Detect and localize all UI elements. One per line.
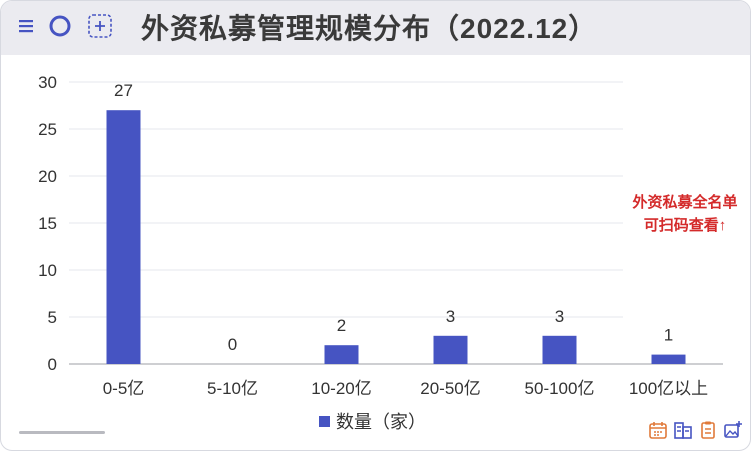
legend-swatch — [319, 415, 330, 427]
y-tick-label: 15 — [38, 214, 57, 233]
data-label: 3 — [555, 307, 564, 326]
y-tick-label: 20 — [38, 167, 57, 186]
legend-label: 数量（家） — [336, 412, 426, 432]
bar-chart: 0 5 10 15 20 25 30 27 0-5亿 0 5-10亿 2 10-20亿 3 20-50亿 3 5… — [38, 73, 723, 398]
legend[interactable]: 数量（家） — [319, 409, 426, 433]
image-add-icon[interactable] — [722, 419, 744, 441]
bar — [106, 110, 141, 364]
y-tick-label: 0 — [48, 355, 57, 374]
bar — [542, 335, 577, 364]
y-tick-label: 30 — [38, 73, 57, 92]
horizontal-scrollbar[interactable] — [19, 431, 105, 434]
scan-note: 外资私募全名单 可扫码查看↑ — [621, 191, 749, 237]
clipboard-icon[interactable] — [697, 419, 719, 441]
data-label: 27 — [114, 81, 133, 100]
x-tick-label: 5-10亿 — [207, 379, 258, 398]
x-tick-label: 10-20亿 — [311, 379, 371, 398]
building-icon[interactable] — [672, 419, 694, 441]
data-label: 0 — [228, 335, 237, 354]
data-label: 1 — [664, 326, 673, 345]
circle-icon[interactable] — [47, 13, 73, 39]
x-tick-label: 50-100亿 — [525, 379, 595, 398]
add-frame-icon[interactable] — [87, 13, 113, 39]
menu-icon[interactable] — [13, 13, 39, 39]
x-tick-label: 20-50亿 — [420, 379, 480, 398]
bar — [324, 345, 359, 364]
bottom-toolbar — [647, 419, 744, 441]
y-tick-label: 25 — [38, 120, 57, 139]
chart-header: 外资私募管理规模分布（2022.12） — [1, 1, 750, 55]
data-label: 3 — [446, 307, 455, 326]
y-tick-label: 10 — [38, 261, 57, 280]
scan-note-line1: 外资私募全名单 — [632, 194, 738, 211]
x-tick-label: 100亿以上 — [629, 379, 708, 398]
x-tick-label: 0-5亿 — [103, 379, 145, 398]
calendar-icon[interactable] — [647, 419, 669, 441]
bar — [651, 354, 686, 364]
y-tick-label: 5 — [48, 308, 57, 327]
bar — [433, 335, 468, 364]
scan-note-line2: 可扫码查看↑ — [643, 217, 727, 234]
data-label: 2 — [337, 316, 346, 335]
chart-title: 外资私募管理规模分布（2022.12） — [141, 13, 598, 44]
